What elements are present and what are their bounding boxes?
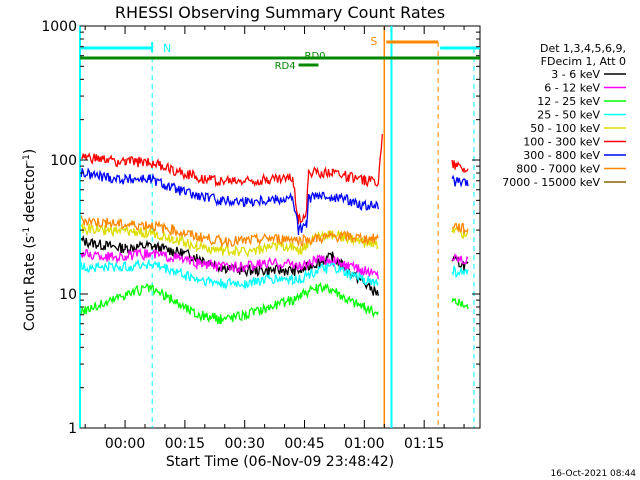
x-tick-label: 00:30 [225,436,265,452]
series-line [81,133,469,225]
legend: Det 1,3,4,5,6,9, FDecim 1, Att 0 3 - 6 k… [502,42,626,189]
y-tick-label: 100 [50,153,77,169]
x-tick-label: 01:15 [404,436,444,452]
legend-label: 3 - 6 keV [551,68,600,81]
plot-border [79,25,481,429]
legend-label: 25 - 50 keV [537,109,600,122]
y-axis-label-sup1: -1 [22,227,32,236]
x-tick-label: 00:15 [165,436,205,452]
legend-label: 7000 - 15000 keV [502,176,600,189]
y-tick-label: 10 [59,287,77,303]
y-axis-label-sup2: -1 [22,154,32,163]
x-axis-label: Start Time (06-Nov-09 23:48:42) [166,454,394,470]
legend-label: 50 - 100 keV [530,122,600,135]
rd0-label: RD0 [305,51,326,62]
y-axis-label-mid: detector [22,163,38,227]
series-line [80,215,469,248]
x-tick-label: 01:00 [344,436,384,452]
series-line [80,248,469,280]
x-tick-label: 00:45 [284,436,324,452]
plot-frame [79,25,481,429]
legend-header-1: Det 1,3,4,5,6,9, [540,42,626,55]
night-label: N [163,42,171,55]
legend-label: 12 - 25 keV [537,95,600,108]
timestamp: 16-Oct-2021 08:44 [551,469,637,479]
series-line [80,281,469,325]
y-axis-label: Count Rate (s-1 detector-1) [22,149,38,331]
legend-label: 300 - 800 keV [523,149,600,162]
y-tick-label: 1000 [41,19,77,35]
saa-label: S [370,35,377,48]
y-axis-label-base: Count Rate (s [22,236,38,331]
axis-ticks: 00:00 00:15 00:30 00:45 01:00 01:15 1 10 100 1000 [41,19,480,452]
series-layer [80,133,469,325]
y-axis-label-end: ) [22,149,38,154]
series-line [80,259,469,290]
chart-title: RHESSI Observing Summary Count Rates [115,3,445,22]
rd4-label: RD4 [275,61,296,72]
legend-label: 800 - 7000 keV [516,163,600,176]
legend-label: 6 - 12 keV [544,82,600,95]
y-tick-label: 1 [68,421,77,437]
series-line [80,167,469,236]
legend-header-2: FDecim 1, Att 0 [541,55,626,68]
time-bands: N S RD0 RD4 [79,26,480,428]
x-tick-label: 00:00 [105,436,145,452]
legend-label: 100 - 300 keV [523,136,600,149]
